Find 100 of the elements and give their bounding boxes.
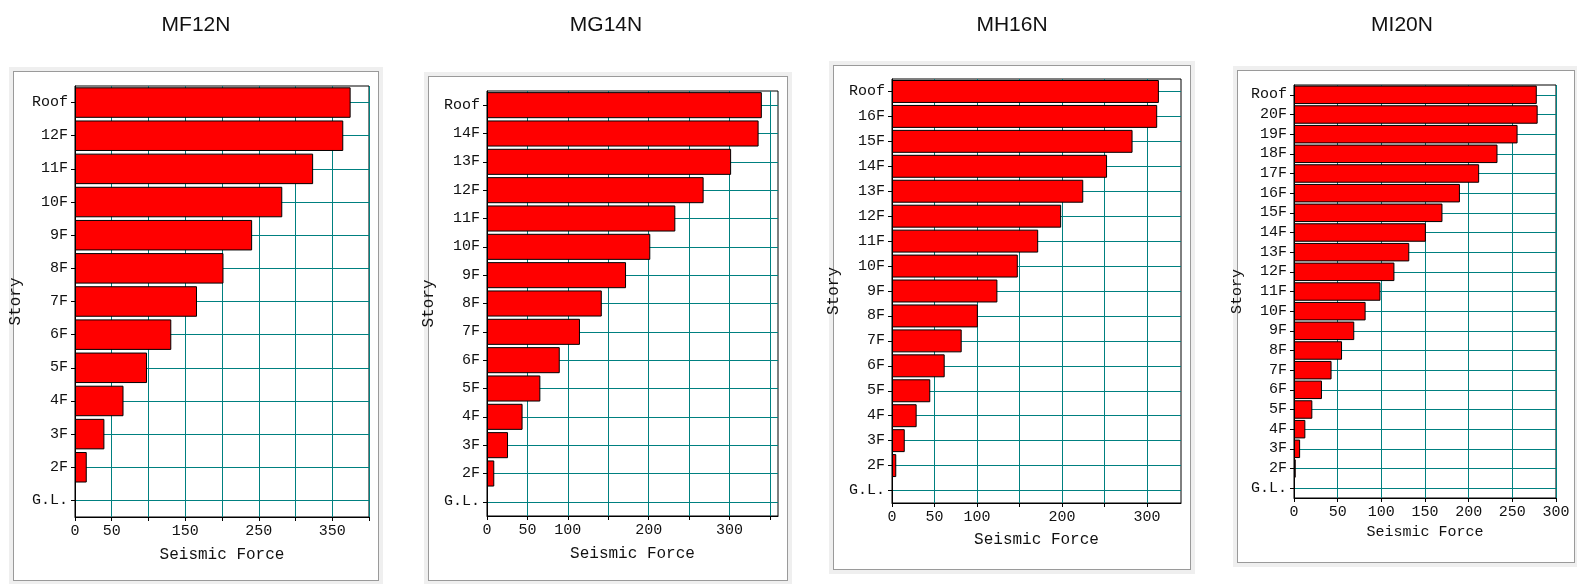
y-tick-label: 14F — [857, 157, 885, 175]
y-tick-label: 8F — [866, 307, 885, 325]
x-tick-label: 300 — [1542, 504, 1570, 521]
y-tick-label: 8F — [49, 259, 68, 277]
x-tick-label: 300 — [715, 522, 744, 539]
y-tick-label: 9F — [49, 226, 68, 244]
y-tick-label: 13F — [452, 153, 480, 171]
y-tick-label: G.L. — [31, 491, 68, 509]
chart-title: MI20N — [1370, 11, 1434, 37]
x-tick-label: 300 — [1133, 509, 1161, 526]
y-tick-label: 10F — [40, 193, 68, 211]
y-tick-label: 20F — [1259, 106, 1287, 123]
x-tick-label: 100 — [963, 509, 991, 526]
y-tick-label: 6F — [49, 326, 68, 344]
y-tick-label: Roof — [31, 94, 68, 112]
x-tick-label: 0 — [1289, 504, 1299, 521]
y-tick-label: 6F — [866, 357, 885, 375]
y-axis-title: Story — [420, 279, 438, 328]
y-tick-label: Roof — [443, 96, 480, 114]
y-tick-label: 13F — [857, 182, 885, 200]
chart-title: MH16N — [975, 11, 1049, 37]
y-axis-title: Story — [825, 266, 843, 316]
y-tick-label: 5F — [866, 382, 885, 400]
x-axis-title: Seismic Force — [159, 546, 285, 564]
x-tick-label: 200 — [635, 522, 663, 539]
x-tick-label: 200 — [1048, 509, 1076, 526]
y-tick-label: 14F — [452, 125, 480, 142]
y-tick-label: G.L. — [848, 482, 885, 500]
x-axis-title: Seismic Force — [1366, 524, 1484, 541]
x-axis-title: Seismic Force — [974, 531, 1099, 549]
y-tick-label: 2F — [1268, 460, 1287, 477]
y-tick-label: 2F — [49, 458, 68, 476]
y-tick-label: 7F — [461, 323, 480, 341]
y-tick-label: 4F — [49, 392, 68, 410]
x-tick-label: 150 — [1411, 504, 1439, 521]
y-tick-label: 12F — [857, 207, 885, 225]
y-tick-label: 15F — [857, 132, 885, 150]
y-tick-label: 12F — [1259, 263, 1287, 281]
y-tick-label: 16F — [1259, 184, 1287, 202]
y-tick-label: 19F — [1259, 125, 1287, 143]
y-tick-label: G.L. — [1250, 479, 1287, 497]
y-tick-label: G.L. — [443, 493, 480, 511]
y-tick-label: 10F — [1259, 302, 1287, 320]
y-tick-label: 12F — [40, 127, 68, 145]
x-tick-label: 50 — [925, 509, 944, 526]
y-tick-label: 4F — [1268, 420, 1287, 438]
y-tick-label: Roof — [848, 82, 885, 100]
y-tick-label: 9F — [866, 282, 885, 300]
x-tick-label: 50 — [102, 523, 121, 540]
y-tick-label: 11F — [40, 160, 68, 178]
x-tick-label: 0 — [482, 522, 492, 539]
y-axis-title: Story — [1229, 268, 1246, 315]
y-tick-label: 3F — [49, 425, 68, 443]
x-tick-label: 350 — [318, 523, 346, 540]
y-tick-label: 3F — [1268, 440, 1287, 458]
y-tick-label: 16F — [857, 107, 885, 125]
x-tick-label: 250 — [1498, 504, 1526, 521]
y-tick-label: 12F — [452, 181, 480, 199]
y-tick-label: 6F — [461, 351, 480, 369]
y-tick-label: 5F — [1268, 401, 1287, 418]
y-tick-label: Roof — [1250, 86, 1287, 104]
y-tick-label: 11F — [452, 210, 480, 227]
x-tick-label: 250 — [245, 523, 273, 540]
y-tick-label: 11F — [1259, 283, 1287, 300]
x-tick-label: 50 — [1328, 504, 1347, 521]
y-tick-label: 6F — [1268, 381, 1287, 399]
y-tick-label: 3F — [866, 432, 885, 450]
y-tick-label: 13F — [1259, 243, 1287, 261]
x-axis-title: Seismic Force — [570, 545, 695, 563]
y-tick-label: 7F — [49, 293, 68, 310]
y-tick-label: 9F — [461, 266, 480, 284]
x-tick-label: 200 — [1455, 504, 1483, 521]
y-tick-label: 8F — [461, 295, 480, 312]
y-tick-label: 15F — [1259, 204, 1287, 222]
x-tick-label: 50 — [518, 522, 537, 539]
y-tick-label: 10F — [452, 238, 480, 256]
y-tick-label: 5F — [49, 359, 68, 377]
y-tick-label: 18F — [1259, 145, 1287, 163]
chart-title: MG14N — [568, 11, 644, 37]
y-tick-label: 2F — [866, 457, 885, 475]
y-tick-label: 2F — [461, 465, 480, 482]
y-tick-label: 3F — [461, 436, 480, 454]
y-tick-label: 11F — [857, 232, 885, 250]
y-tick-label: 9F — [1268, 322, 1287, 340]
x-tick-label: 150 — [171, 523, 199, 540]
x-tick-label: 0 — [70, 523, 80, 540]
x-tick-label: 100 — [1367, 504, 1395, 521]
y-tick-label: 14F — [1259, 224, 1287, 241]
y-tick-label: 4F — [461, 408, 480, 426]
x-tick-label: 100 — [554, 522, 582, 539]
y-tick-label: 8F — [1268, 342, 1287, 359]
chart-title: MF12N — [160, 11, 232, 37]
y-tick-label: 10F — [857, 257, 885, 275]
y-tick-label: 5F — [461, 380, 480, 397]
y-tick-label: 4F — [866, 407, 885, 425]
y-tick-label: 7F — [866, 332, 885, 350]
x-tick-label: 0 — [887, 509, 897, 526]
y-tick-label: 7F — [1268, 361, 1287, 379]
y-axis-title: Story — [7, 277, 25, 326]
y-tick-label: 17F — [1259, 165, 1287, 182]
